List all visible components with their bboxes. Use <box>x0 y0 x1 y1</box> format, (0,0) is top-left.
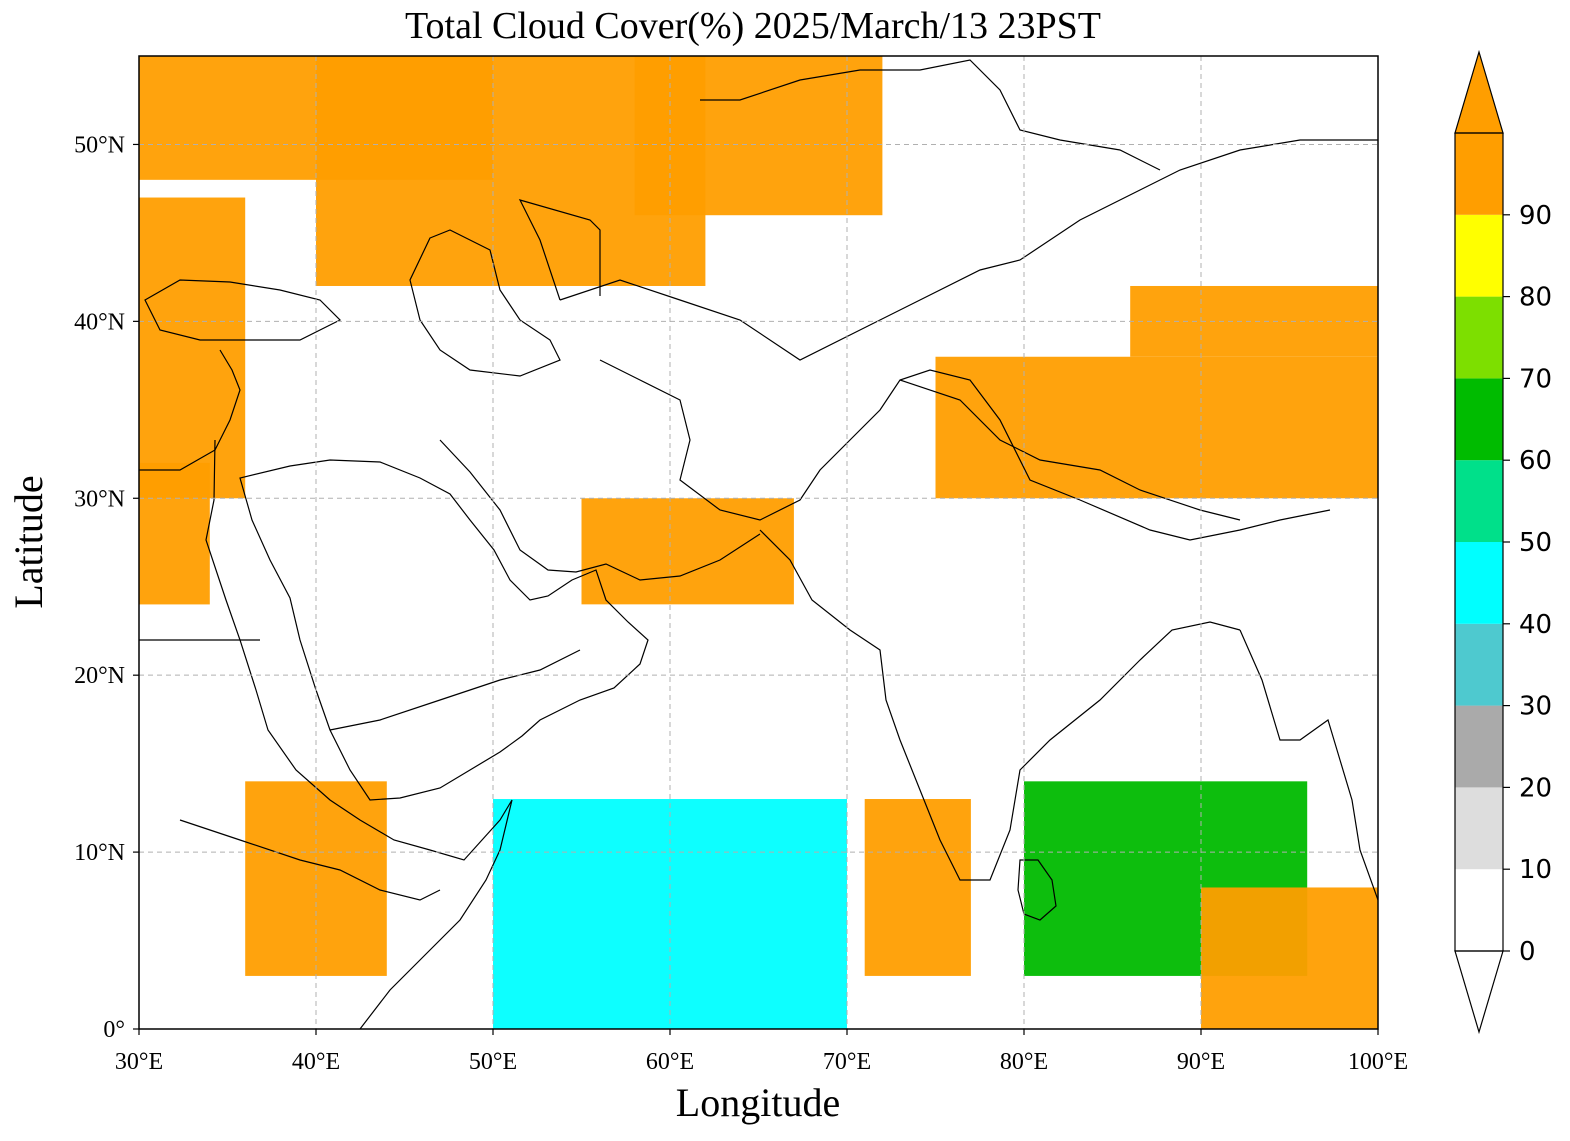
cloud-region <box>581 604 936 764</box>
graticule <box>139 56 1378 1029</box>
colorbar-segment <box>1455 623 1503 706</box>
border-horn-africa <box>179 819 441 901</box>
x-tick-label: 40°E <box>292 1049 340 1075</box>
y-axis-label: Latitude <box>6 475 51 608</box>
colorbar-tick-label: 40 <box>1519 610 1552 640</box>
colorbar-tick-label: 30 <box>1519 692 1552 722</box>
colorbar-segment <box>1455 869 1503 951</box>
coastline-sri-lanka <box>1017 859 1057 921</box>
cloud-region <box>298 374 529 570</box>
coastline-black-sea <box>144 279 342 341</box>
x-tick-label: 70°E <box>823 1049 871 1075</box>
cloud-field <box>139 56 1378 1029</box>
border-central-asia <box>559 139 1378 361</box>
x-tick-label: 80°E <box>1000 1049 1048 1075</box>
x-axis-label: Longitude <box>676 1080 840 1125</box>
y-tick-label: 20°N <box>74 663 125 689</box>
colorbar-tick-label: 80 <box>1519 283 1552 313</box>
coastline-india <box>759 529 1241 881</box>
colorbar-tick-label: 0 <box>1519 937 1536 967</box>
map-title: Total Cloud Cover(%) 2025/March/13 23PST <box>405 5 1101 47</box>
y-tick-label: 40°N <box>74 309 125 335</box>
border-iran-afghanistan-pakistan <box>599 359 1331 541</box>
colorbar-legend: 0 10 20 30 40 50 60 70 80 90 <box>1454 49 1552 1035</box>
cloud-region <box>935 356 1378 499</box>
colorbar-segment <box>1455 542 1503 624</box>
colorbar-tick-label: 60 <box>1519 446 1552 476</box>
colorbar-segment <box>1455 705 1503 788</box>
border-saudi-yemen <box>329 649 581 731</box>
coastline-caspian <box>409 229 561 377</box>
cloud-region <box>139 197 246 499</box>
border-india-china <box>899 379 1241 521</box>
y-tick-label: 30°N <box>74 486 125 512</box>
cloud-region <box>1059 56 1219 251</box>
colorbar-segment <box>1455 378 1503 461</box>
colorbar-segment <box>1455 296 1503 379</box>
colorbar-segment <box>1455 214 1503 297</box>
coastline-arabia <box>239 459 649 801</box>
y-tick-label: 0° <box>103 1017 125 1043</box>
cloud-region <box>139 462 210 605</box>
colorbar-tick-label: 50 <box>1519 528 1552 558</box>
coastlines-and-borders <box>139 59 1378 1029</box>
colorbar-segment <box>1455 133 1503 215</box>
coastline-persian-gulf <box>439 439 761 581</box>
x-tick-label: 50°E <box>469 1049 517 1075</box>
colorbar-tick-label: 70 <box>1519 364 1552 394</box>
cloud-region <box>1201 887 1378 1029</box>
coastline-red-sea-africa <box>205 439 513 1029</box>
x-tick-label: 100°E <box>1348 1049 1408 1075</box>
colorbar-tick-label: 10 <box>1519 855 1552 885</box>
x-tick-label: 30°E <box>115 1049 163 1075</box>
colorbar-segment <box>1455 460 1503 542</box>
x-tick-label: 60°E <box>646 1049 694 1075</box>
colorbar-segment <box>1455 787 1503 870</box>
cloud-region <box>634 56 883 216</box>
axis-ticks: 30°E 40°E 50°E 60°E 70°E 80°E 90°E 100°E 0° 10°N 2… <box>74 132 1408 1075</box>
border-kazakhstan-russia <box>518 59 1161 301</box>
cloud-region <box>864 799 971 976</box>
colorbar-tick-label: 90 <box>1519 201 1552 231</box>
cloud-region <box>581 498 794 605</box>
coastline-bay-of-bengal-east <box>1239 629 1378 901</box>
coastline-mediterranean <box>139 349 241 471</box>
y-tick-label: 10°N <box>74 840 125 866</box>
plot-frame <box>138 55 1379 1030</box>
plot-area <box>139 56 1378 1029</box>
x-tick-label: 90°E <box>1177 1049 1225 1075</box>
y-tick-label: 50°N <box>74 132 125 158</box>
colorbar-tick-label: 20 <box>1519 773 1552 803</box>
